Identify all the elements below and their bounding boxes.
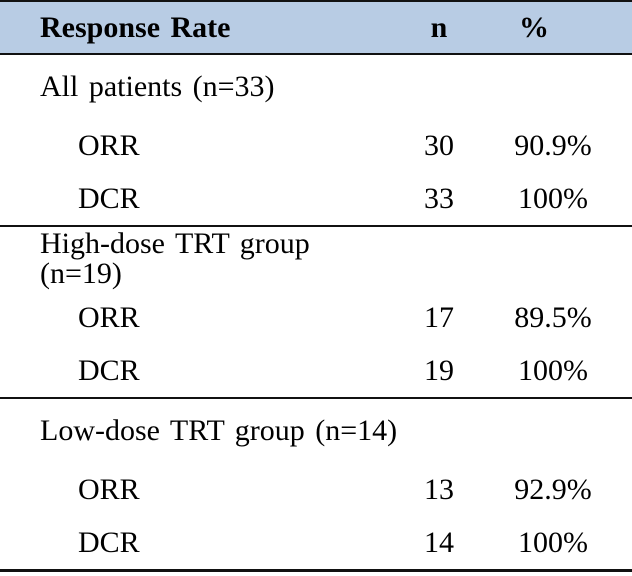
n-value: 19 [424, 353, 454, 387]
table-row: DCR 19 100% [0, 344, 632, 397]
percent-value: 92.9% [514, 472, 592, 506]
n-value: 13 [424, 472, 454, 506]
section-all-patients: All patients (n=33) ORR 30 90.9% DCR 33 … [0, 55, 632, 227]
group-label: Low-dose TRT group (n=14) [40, 414, 398, 447]
table-row: ORR 13 92.9% [0, 463, 632, 516]
group-header-row: All patients (n=33) [0, 55, 632, 119]
table-header-row: Response Rate n % [0, 0, 632, 55]
n-value: 17 [424, 300, 454, 334]
group-header-row: Low-dose TRT group (n=14) [0, 399, 632, 463]
column-header-n: n [430, 10, 448, 44]
table-row: DCR 33 100% [0, 172, 632, 225]
row-label-orr: ORR [78, 300, 140, 334]
group-label: All patients (n=33) [40, 70, 275, 103]
percent-value: 100% [518, 353, 588, 387]
n-value: 30 [424, 128, 454, 162]
row-label-dcr: DCR [78, 181, 140, 215]
group-label: High-dose TRT group (n=19) [40, 227, 310, 290]
percent-value: 89.5% [514, 300, 592, 334]
section-high-dose: High-dose TRT group (n=19) ORR 17 89.5% … [0, 227, 632, 399]
table-row: ORR 30 90.9% [0, 119, 632, 172]
column-header-response-rate: Response Rate [40, 10, 231, 44]
n-value: 14 [424, 525, 454, 559]
row-label-orr: ORR [78, 472, 140, 506]
percent-value: 90.9% [514, 128, 592, 162]
section-low-dose: Low-dose TRT group (n=14) ORR 13 92.9% D… [0, 399, 632, 572]
column-header-percent: % [519, 10, 549, 44]
percent-value: 100% [518, 181, 588, 215]
percent-value: 100% [518, 525, 588, 559]
row-label-orr: ORR [78, 128, 140, 162]
table-row: DCR 14 100% [0, 516, 632, 569]
group-header-row: High-dose TRT group (n=19) [0, 227, 632, 291]
n-value: 33 [424, 181, 454, 215]
row-label-dcr: DCR [78, 525, 140, 559]
table-row: ORR 17 89.5% [0, 291, 632, 344]
row-label-dcr: DCR [78, 353, 140, 387]
